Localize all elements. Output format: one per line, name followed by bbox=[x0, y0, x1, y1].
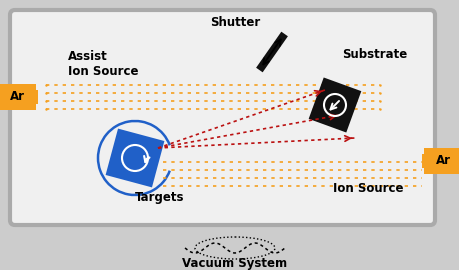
Text: Shutter: Shutter bbox=[209, 15, 259, 29]
Text: Ar: Ar bbox=[10, 90, 24, 103]
FancyBboxPatch shape bbox=[22, 90, 38, 104]
Polygon shape bbox=[106, 129, 164, 187]
FancyBboxPatch shape bbox=[421, 154, 437, 168]
FancyBboxPatch shape bbox=[423, 148, 459, 174]
Polygon shape bbox=[308, 77, 360, 133]
FancyBboxPatch shape bbox=[0, 84, 36, 110]
FancyBboxPatch shape bbox=[10, 10, 434, 225]
Text: Ar: Ar bbox=[435, 154, 449, 167]
Text: Vacuum System: Vacuum System bbox=[182, 256, 287, 269]
Polygon shape bbox=[256, 32, 287, 72]
Text: Substrate: Substrate bbox=[341, 49, 407, 62]
Text: Ion Source: Ion Source bbox=[332, 181, 403, 194]
Text: Targets: Targets bbox=[135, 191, 185, 204]
Text: Assist
Ion Source: Assist Ion Source bbox=[68, 50, 138, 78]
